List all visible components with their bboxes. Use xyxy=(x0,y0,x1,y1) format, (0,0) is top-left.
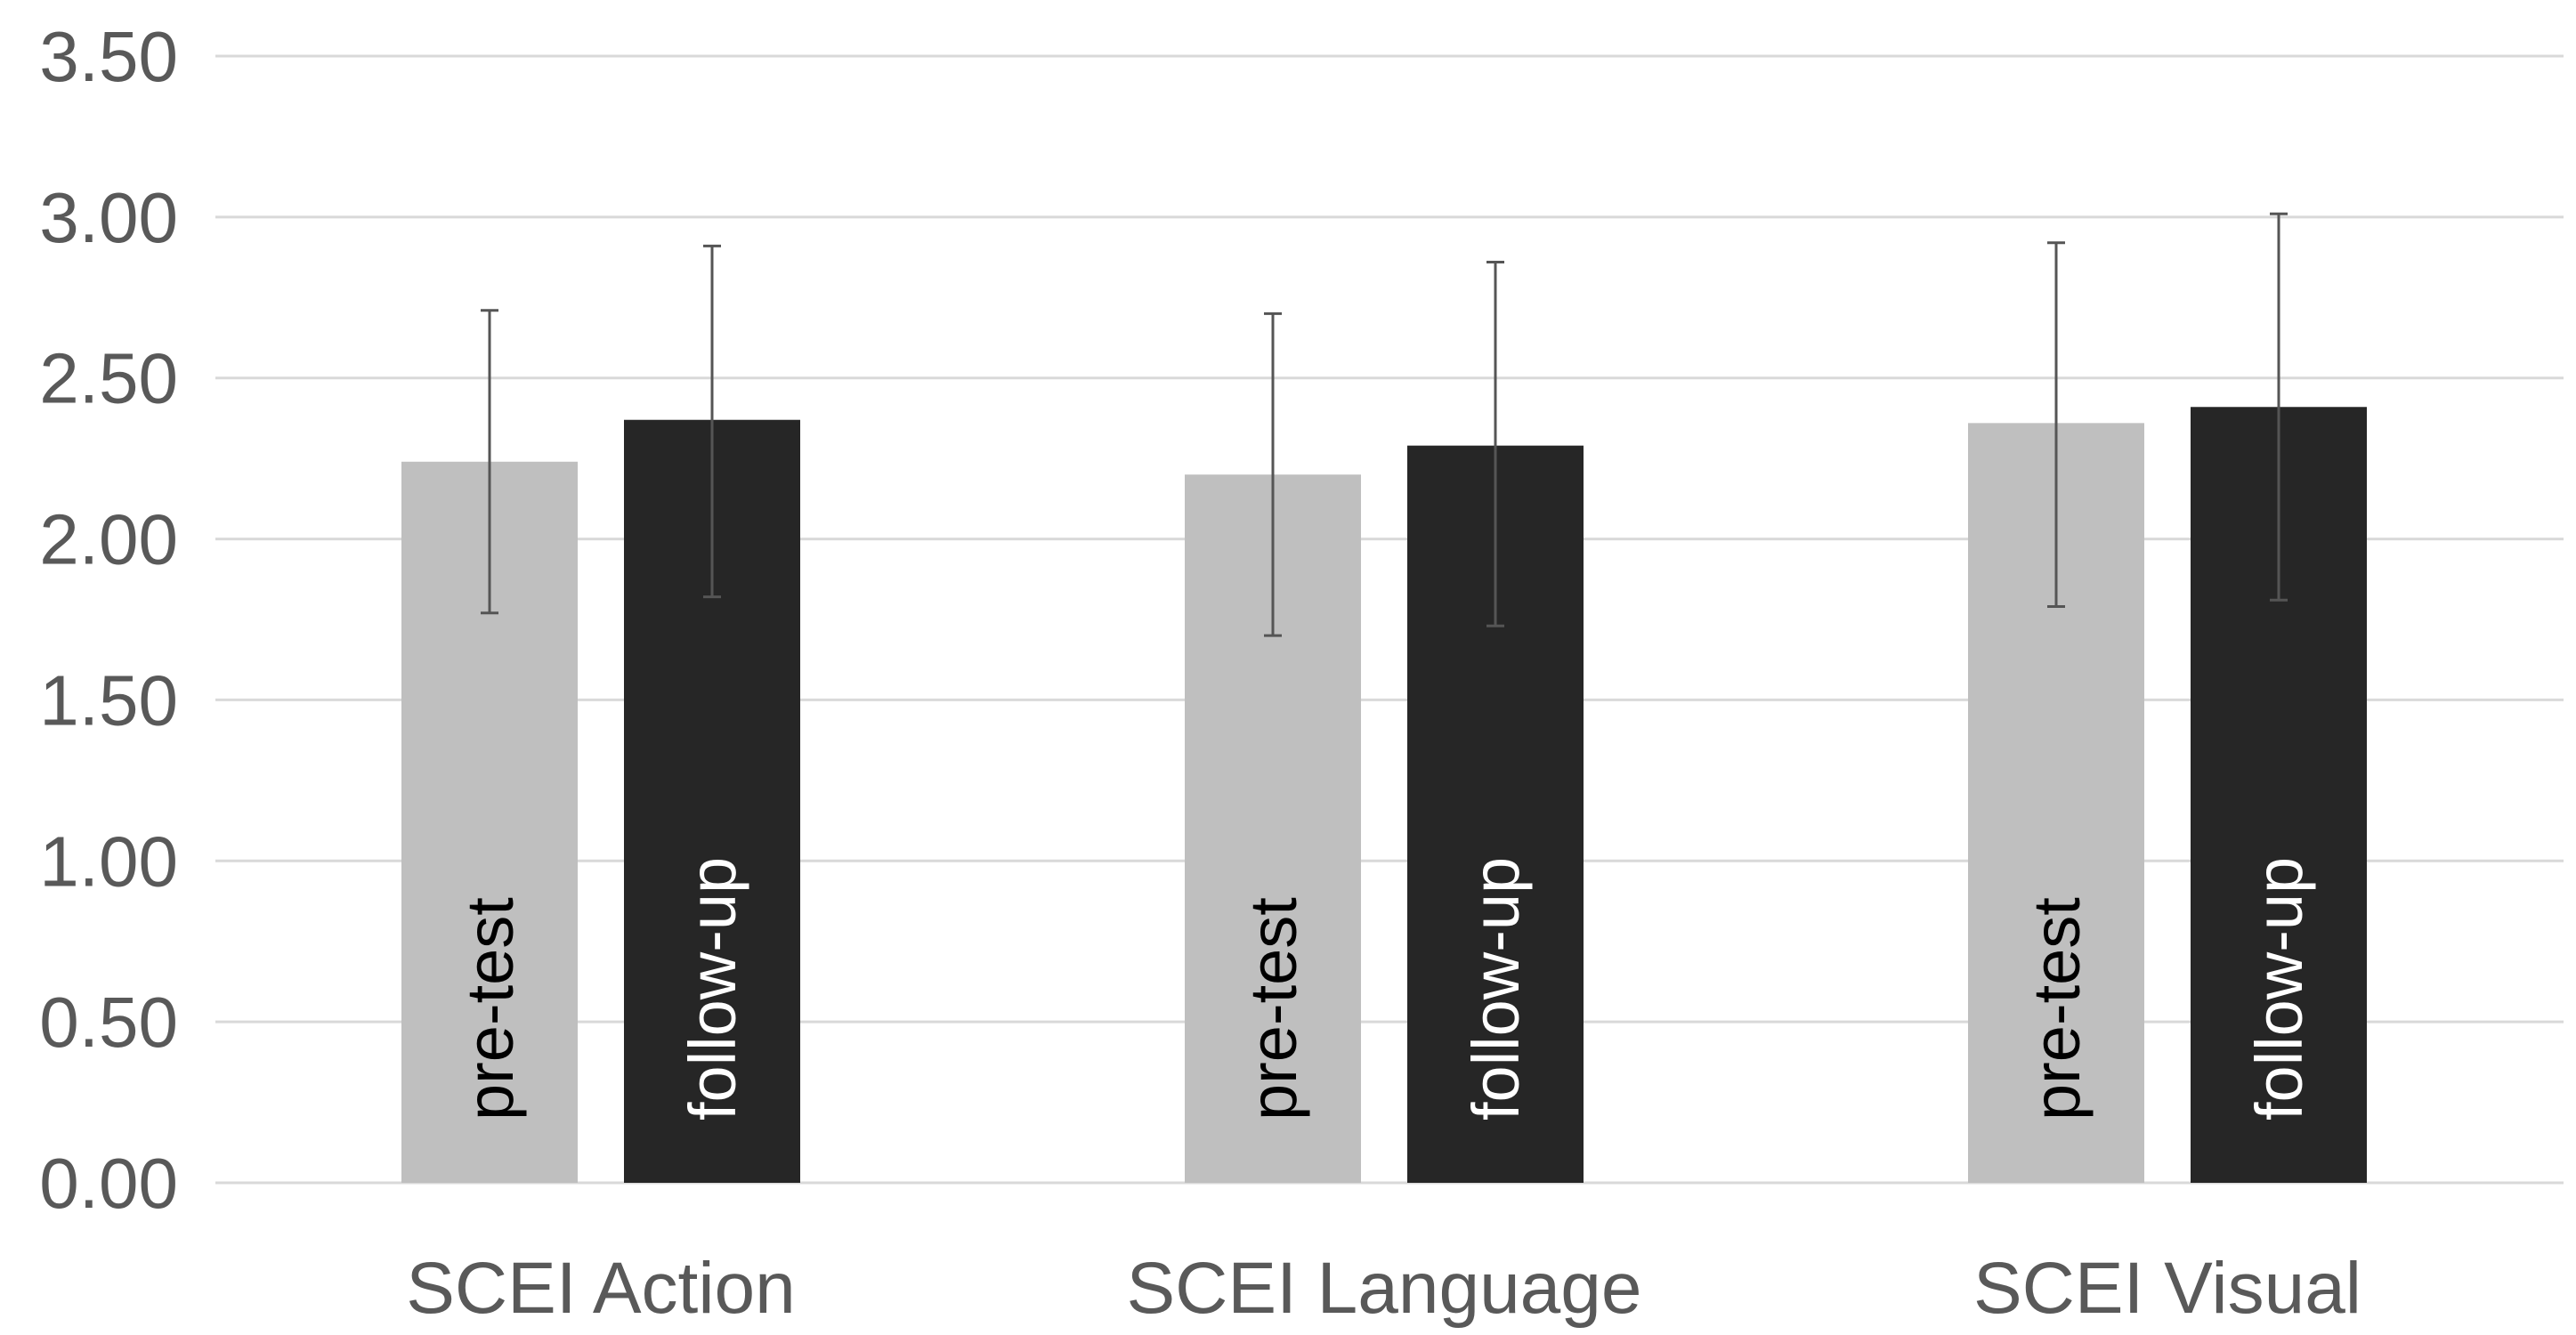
y-tick-label: 2.50 xyxy=(39,339,178,418)
error-bar-pre-test-1 xyxy=(1264,312,1282,637)
gridlines xyxy=(215,54,2564,1185)
bar-label-follow-up: follow-up xyxy=(676,857,749,1121)
y-tick-label: 1.00 xyxy=(39,821,178,901)
y-tick-label: 0.50 xyxy=(39,983,178,1062)
y-tick-label: 0.00 xyxy=(39,1144,178,1223)
error-bar-follow-up-1 xyxy=(1486,260,1504,627)
x-axis-category-labels: SCEI Action SCEI Language SCEI Visual xyxy=(406,1248,2361,1329)
error-bars xyxy=(481,212,2288,637)
y-tick-label: 3.50 xyxy=(39,17,178,96)
x-category-label: SCEI Language xyxy=(1126,1248,1641,1329)
bar-label-pre-test: pre-test xyxy=(2020,897,2094,1121)
y-tick-label: 1.50 xyxy=(39,660,178,740)
x-category-label: SCEI Visual xyxy=(1973,1248,2361,1329)
y-tick-label: 2.00 xyxy=(39,500,178,579)
bar-label-follow-up: follow-up xyxy=(1459,857,1533,1121)
error-bar-follow-up-0 xyxy=(703,244,721,599)
bar-label-pre-test: pre-test xyxy=(1236,897,1310,1121)
error-bar-follow-up-2 xyxy=(2270,212,2288,602)
bars xyxy=(401,407,2367,1184)
bar-label-pre-test: pre-test xyxy=(453,897,527,1121)
bar-labels: pre-test follow-up pre-test follow-up pre-te… xyxy=(453,857,2316,1121)
y-axis-tick-labels: 0.00 0.50 1.00 1.50 2.00 2.50 3.00 3.50 xyxy=(39,17,178,1223)
error-bar-pre-test-0 xyxy=(481,309,498,615)
y-tick-label: 3.00 xyxy=(39,178,178,257)
error-bar-pre-test-2 xyxy=(2047,241,2065,609)
x-category-label: SCEI Action xyxy=(406,1248,796,1329)
bar-label-follow-up: follow-up xyxy=(2242,857,2316,1121)
